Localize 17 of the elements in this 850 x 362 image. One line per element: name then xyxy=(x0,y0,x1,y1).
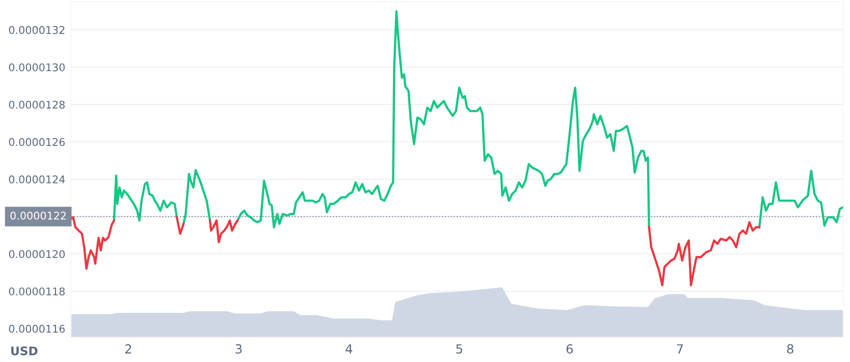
y-tick-label: 0.0000126 xyxy=(9,138,65,146)
x-tick-label: 6 xyxy=(566,344,573,354)
y-tick-label: 0.0000128 xyxy=(9,100,65,109)
y-tick-label: 0.0000124 xyxy=(9,175,65,184)
x-tick-label: 2 xyxy=(125,344,132,354)
y-tick-label: 0.0000116 xyxy=(9,324,65,333)
x-tick-label: 4 xyxy=(346,344,352,354)
x-tick-label: 8 xyxy=(787,344,794,354)
text: USD xyxy=(11,346,38,356)
x-tick-label: 5 xyxy=(456,344,462,354)
ref-line-label: 0.0000122 xyxy=(10,212,66,220)
x-tick-label: 7 xyxy=(676,344,683,354)
y-tick-label: 0.0000118 xyxy=(9,287,65,296)
x-tick-label: 3 xyxy=(236,344,242,354)
y-tick-label: 0.0000130 xyxy=(9,63,65,72)
y-tick-label: 0.0000120 xyxy=(9,250,65,258)
y-tick-label: 0.0000132 xyxy=(9,26,64,34)
